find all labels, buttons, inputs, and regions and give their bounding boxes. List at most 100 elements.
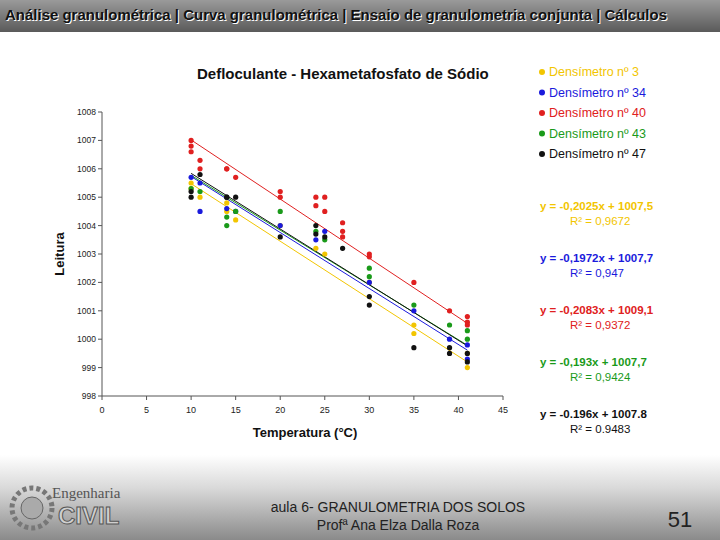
- data-point: [189, 175, 194, 180]
- data-point: [197, 209, 202, 214]
- y-tick-label: 1007: [77, 135, 96, 145]
- data-point: [313, 223, 318, 228]
- legend-label: Densímetro nº 43: [549, 127, 646, 141]
- x-tick-label: 20: [275, 405, 285, 415]
- data-point: [447, 322, 452, 327]
- footer-text: Profª Ana Elza Dalla Roza: [317, 517, 480, 533]
- y-tick: [98, 282, 102, 283]
- data-point: [224, 214, 229, 219]
- r2-label: R² = 0,9672: [570, 215, 630, 227]
- y-tick: [98, 367, 102, 368]
- data-point: [322, 229, 327, 234]
- r2-label: R² = 0,9372: [570, 319, 630, 331]
- header-title: Análise granulométrica | Curva granulomé…: [5, 7, 667, 23]
- data-point: [465, 351, 470, 356]
- data-point: [465, 365, 470, 370]
- data-point: [465, 342, 470, 347]
- data-point: [340, 229, 345, 234]
- data-point: [322, 209, 327, 214]
- data-point: [340, 234, 345, 239]
- chart-title: Defloculante - Hexametafosfato de Sódio: [197, 65, 489, 82]
- header-bar: [0, 0, 720, 32]
- legend-marker: [539, 69, 545, 75]
- x-axis-label: Temperatura (°C): [253, 425, 358, 440]
- data-point: [367, 254, 372, 259]
- data-point: [189, 138, 194, 143]
- data-point: [465, 328, 470, 333]
- x-tick-label: 35: [409, 405, 419, 415]
- data-point: [189, 180, 194, 185]
- data-point: [367, 280, 372, 285]
- equation-label: y = -0.196x + 1007.8: [540, 408, 647, 420]
- data-point: [465, 337, 470, 342]
- page-number: 51: [668, 507, 692, 532]
- data-point: [189, 189, 194, 194]
- legend-label: Densímetro nº 34: [549, 86, 646, 100]
- logo-gear: [12, 488, 52, 528]
- data-point: [465, 314, 470, 319]
- data-point: [278, 189, 283, 194]
- data-point: [367, 274, 372, 279]
- data-point: [367, 303, 372, 308]
- data-point: [340, 220, 345, 225]
- data-point: [278, 234, 283, 239]
- data-point: [367, 266, 372, 271]
- logo-text: CIVIL: [58, 502, 119, 529]
- data-point: [322, 234, 327, 239]
- data-point: [224, 166, 229, 171]
- data-point: [411, 308, 416, 313]
- data-point: [313, 195, 318, 200]
- legend-marker: [539, 90, 545, 96]
- data-point: [233, 175, 238, 180]
- r2-label: R² = 0,947: [570, 267, 624, 279]
- header-shadow: Análise granulométrica | Curva granulomé…: [6, 8, 668, 24]
- x-tick: [458, 396, 459, 400]
- plot-area: [189, 138, 470, 370]
- data-point: [313, 232, 318, 237]
- y-tick-label: 1000: [77, 334, 96, 344]
- data-point: [447, 351, 452, 356]
- data-point: [189, 143, 194, 148]
- y-tick: [98, 339, 102, 340]
- x-tick-label: 5: [144, 405, 149, 415]
- y-tick: [98, 396, 102, 397]
- data-point: [278, 223, 283, 228]
- legend-marker: [539, 110, 545, 116]
- logo-text: Engenharia: [52, 485, 121, 501]
- data-point: [197, 189, 202, 194]
- y-tick: [98, 140, 102, 141]
- x-tick: [146, 396, 147, 400]
- data-point: [465, 359, 470, 364]
- data-point: [233, 217, 238, 222]
- y-tick-label: 1003: [77, 249, 96, 259]
- data-point: [224, 195, 229, 200]
- data-point: [224, 166, 229, 171]
- data-point: [411, 345, 416, 350]
- data-point: [411, 303, 416, 308]
- equation-label: y = -0,2025x + 1007,5: [540, 200, 654, 212]
- logo-gear: [21, 497, 43, 519]
- x-tick: [324, 396, 325, 400]
- data-point: [313, 203, 318, 208]
- y-tick: [98, 168, 102, 169]
- legend-marker: [539, 151, 545, 157]
- slide: Análise granulométrica | Curva granulomé…: [0, 0, 720, 540]
- data-point: [189, 195, 194, 200]
- r2-label: R² = 0,9424: [570, 371, 631, 383]
- data-point: [411, 331, 416, 336]
- x-tick: [102, 396, 103, 400]
- data-point: [411, 322, 416, 327]
- equation-label: y = -0,2083x + 1009,1: [540, 304, 654, 316]
- y-tick-label: 998: [82, 391, 96, 401]
- data-point: [224, 206, 229, 211]
- footer-bar: [0, 455, 720, 540]
- data-point: [224, 223, 229, 228]
- data-point: [411, 280, 416, 285]
- data-point: [189, 149, 194, 154]
- legend-marker: [539, 131, 545, 137]
- x-axis-line: [102, 396, 503, 397]
- x-tick: [191, 396, 192, 400]
- data-point: [447, 308, 452, 313]
- x-tick: [503, 396, 504, 400]
- y-tick: [98, 197, 102, 198]
